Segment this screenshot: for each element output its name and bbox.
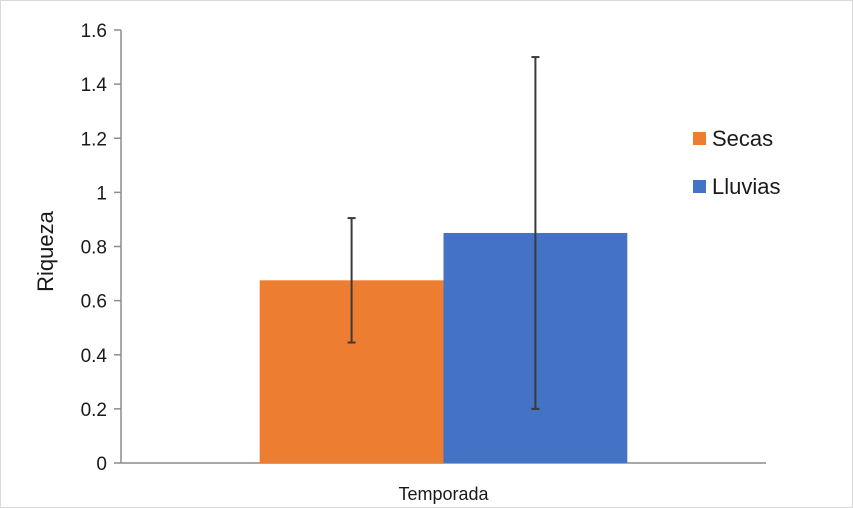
y-tick-label: 0.2 [81,400,107,421]
y-tick-label: 0.6 [81,292,107,313]
legend: Secas Lluvias [693,126,780,199]
y-tick-label: 1.2 [81,129,107,150]
y-tick-label: 0.4 [81,346,108,367]
legend-swatch-secas [693,132,706,145]
y-tick-label: 1.6 [81,21,107,42]
x-category-label: Temporada [398,484,489,504]
x-axis: Temporada [121,462,766,504]
y-tick-label: 0.8 [81,238,107,259]
error-bars [347,56,540,410]
y-axis-title: Riqueza [33,210,58,291]
legend-label-secas: Secas [712,126,773,151]
y-tick-label: 1.4 [81,75,108,96]
y-tick-label: 0 [96,454,107,475]
legend-swatch-lluvias [693,180,706,193]
y-tick-label: 1 [96,183,107,204]
legend-label-lluvias: Lluvias [712,174,780,199]
y-axis: 0 0.2 0.4 0.6 0.8 1 1.2 1.4 1.6 [81,21,122,475]
bars [259,232,628,463]
